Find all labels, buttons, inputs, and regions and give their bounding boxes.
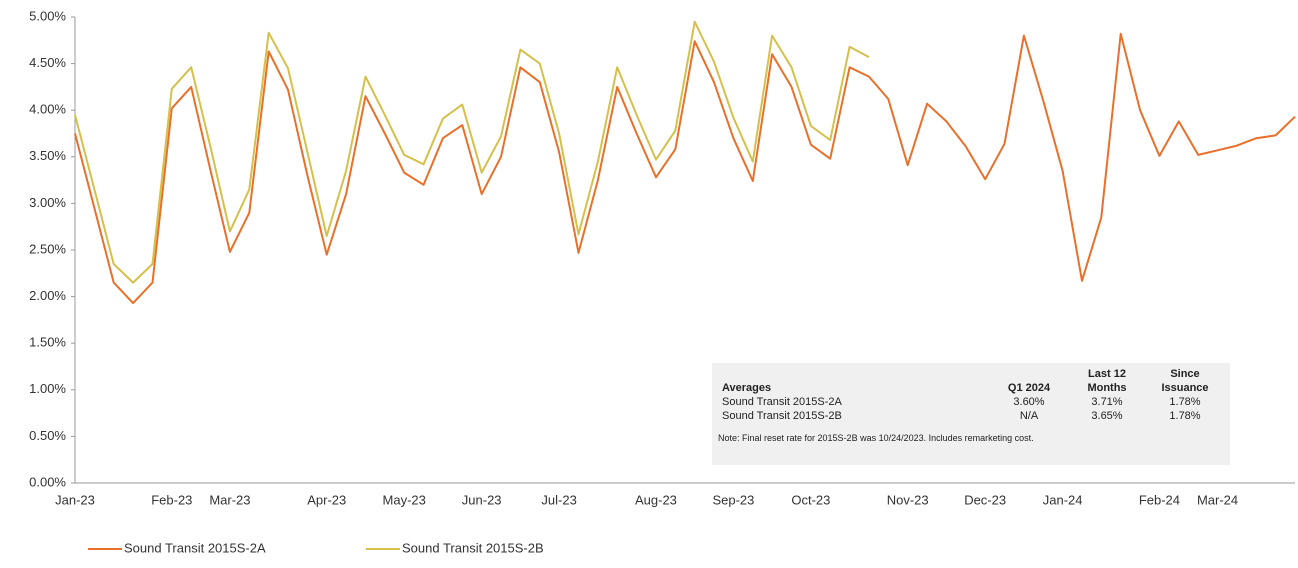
- table-cell: Sound Transit 2015S-2B: [722, 410, 842, 422]
- x-tick-label: Aug-23: [635, 492, 677, 507]
- x-tick-label: Dec-23: [964, 492, 1006, 507]
- y-tick-label: 5.00%: [29, 8, 66, 23]
- table-cell: 3.71%: [1091, 396, 1123, 408]
- header-cell: Since Issuance: [1161, 368, 1209, 394]
- y-tick-label: 2.50%: [29, 241, 66, 256]
- x-tick-label: Feb-23: [151, 492, 192, 507]
- x-tick-label: Jan-24: [1043, 492, 1083, 507]
- y-tick-label: 3.00%: [29, 195, 66, 210]
- x-tick-label: May-23: [383, 492, 426, 507]
- y-tick-label: 1.00%: [29, 381, 66, 396]
- legend-label: Sound Transit 2015S-2A: [124, 540, 266, 555]
- x-tick-label: Apr-23: [307, 492, 346, 507]
- y-tick-label: 0.00%: [29, 474, 66, 489]
- x-tick-label: Jul-23: [541, 492, 576, 507]
- y-tick-label: 4.50%: [29, 55, 66, 70]
- x-tick-label: Mar-23: [209, 492, 250, 507]
- y-tick-label: 1.50%: [29, 335, 66, 350]
- header-row: Averages Q1 2024 Last 12 Months Since Issua…: [718, 367, 1224, 395]
- header-cell: Q1 2024: [1007, 382, 1051, 394]
- y-tick-label: 4.00%: [29, 102, 66, 117]
- averages-table: Averages Q1 2024 Last 12 Months Since Issua…: [712, 363, 1230, 465]
- x-tick-label: Jan-23: [55, 492, 95, 507]
- y-tick-label: 3.50%: [29, 148, 66, 163]
- x-tick-label: Feb-24: [1139, 492, 1180, 507]
- header-cell: Averages: [722, 382, 772, 394]
- table-cell: 3.65%: [1091, 410, 1123, 422]
- x-tick-label: Oct-23: [791, 492, 830, 507]
- table-cell: 1.78%: [1169, 410, 1201, 422]
- header-cell: Last 12 Months: [1087, 368, 1127, 394]
- x-tick-label: Mar-24: [1197, 492, 1238, 507]
- line-series: [74, 32, 1296, 305]
- line-series: [74, 20, 870, 284]
- table-row: Sound Transit 2015S-2A 3.60% 3.71% 1.78%: [718, 395, 1224, 409]
- table-row: Sound Transit 2015S-2B N/A 3.65% 1.78%: [718, 409, 1224, 423]
- table-cell: 1.78%: [1169, 396, 1201, 408]
- table: Averages Q1 2024 Last 12 Months Since Issua…: [718, 367, 1224, 423]
- x-tick-label: Sep-23: [712, 492, 754, 507]
- table-cell: N/A: [1019, 410, 1039, 422]
- y-tick-label: 2.00%: [29, 288, 66, 303]
- table-cell: Sound Transit 2015S-2A: [722, 396, 842, 408]
- table-cell: 3.60%: [1013, 396, 1045, 408]
- x-tick-label: Jun-23: [462, 492, 502, 507]
- y-tick-label: 0.50%: [29, 428, 66, 443]
- legend-label: Sound Transit 2015S-2B: [402, 540, 544, 555]
- x-tick-label: Nov-23: [887, 492, 929, 507]
- note: Note: Final reset rate for 2015S-2B was …: [718, 433, 1034, 443]
